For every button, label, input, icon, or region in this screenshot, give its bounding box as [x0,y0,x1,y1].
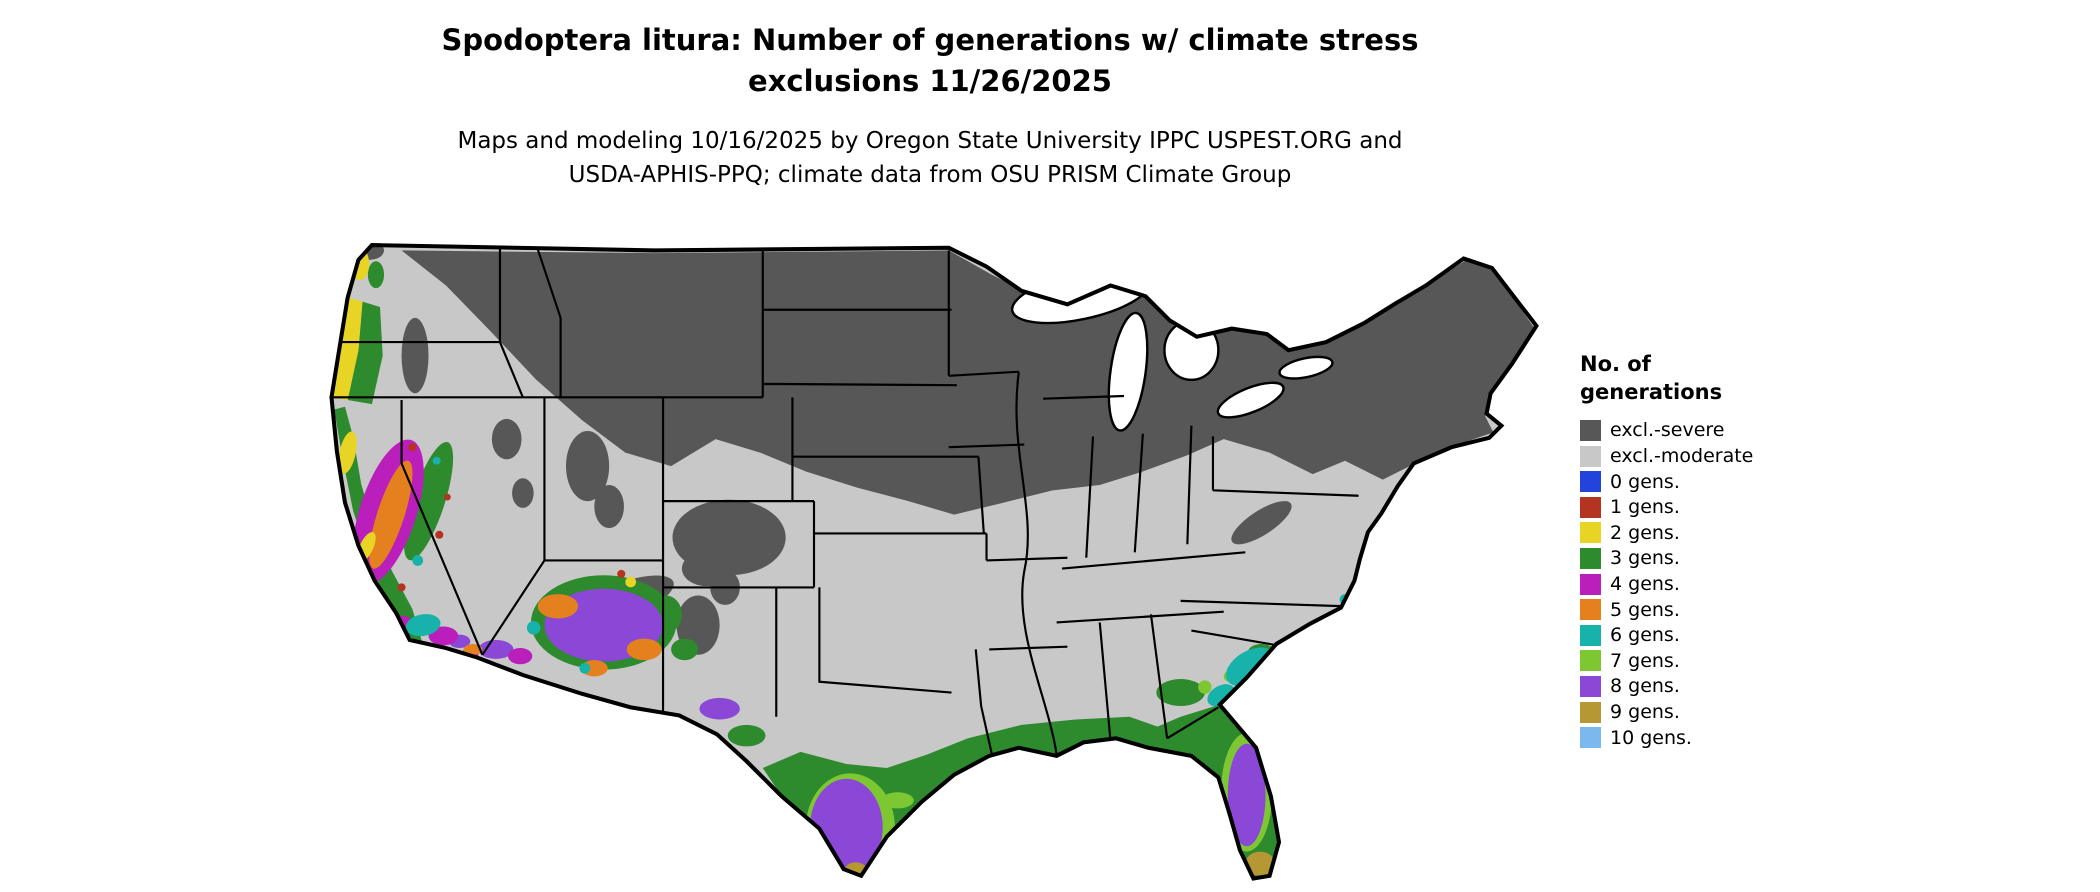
legend-item: 3 gens. [1580,546,1880,572]
legend-item: excl.-severe [1580,418,1880,444]
legend-label: excl.-moderate [1610,445,1754,468]
legend-swatch [1580,547,1601,569]
lake-michigan [1107,311,1149,432]
legend-item: 5 gens. [1580,597,1880,623]
legend-item: 9 gens. [1580,699,1880,725]
legend-swatch [1580,599,1601,621]
subtitle-line-2: USDA-APHIS-PPQ; climate data from OSU PR… [568,161,1292,188]
legend-title-line-1: No. of [1580,352,1651,376]
legend-item: 1 gens. [1580,494,1880,520]
legend-label: 6 gens. [1610,624,1680,647]
legend-label: 7 gens. [1610,649,1680,672]
legend-swatch [1580,675,1601,697]
legend-item: 2 gens. [1580,520,1880,546]
legend-item: 8 gens. [1580,674,1880,700]
legend-label: 3 gens. [1610,547,1680,570]
legend-item: 0 gens. [1580,469,1880,495]
region-1-gens [397,443,626,592]
legend-swatch [1580,522,1601,544]
subtitle-line-1: Maps and modeling 10/16/2025 by Oregon S… [457,128,1403,155]
legend-item: 6 gens. [1580,622,1880,648]
page-title: Spodoptera litura: Number of generations… [0,20,1860,101]
region-9-gens [845,851,1275,876]
legend-item: 10 gens. [1580,725,1880,751]
legend-swatch [1580,624,1601,646]
header: Spodoptera litura: Number of generations… [0,20,1860,192]
legend-title-line-2: generations [1580,380,1723,405]
title-line-2: exclusions 11/26/2025 [748,63,1112,98]
legend-label: 8 gens. [1610,675,1680,698]
legend-item: 7 gens. [1580,648,1880,674]
map-container [318,220,1558,882]
legend-label: 4 gens. [1610,573,1680,596]
legend-item: 4 gens. [1580,571,1880,597]
state-borders [331,245,1359,755]
legend-title: No. of generations [1580,350,1880,407]
lake-ontario [1278,355,1334,380]
legend-swatch [1580,471,1601,493]
legend-label: 1 gens. [1610,496,1680,519]
legend-label: 2 gens. [1610,521,1680,544]
legend-swatch [1580,496,1601,518]
legend-label: 9 gens. [1610,701,1680,724]
legend-label: 10 gens. [1610,726,1692,749]
legend-swatch [1580,445,1601,467]
attribution-subtitle: Maps and modeling 10/16/2025 by Oregon S… [0,125,1860,192]
region-5-gens [369,460,662,677]
legend: No. of generations excl.-severe excl.-mod… [1580,350,1880,750]
legend-label: 0 gens. [1610,470,1680,493]
legend-swatch [1580,573,1601,595]
legend-swatch [1580,419,1601,441]
lake-huron [1163,319,1220,382]
legend-swatch [1580,727,1601,749]
lake-erie [1216,381,1285,419]
legend-label: 5 gens. [1610,598,1680,621]
legend-item: excl.-moderate [1580,443,1880,469]
title-line-1: Spodoptera litura: Number of generations… [441,23,1419,57]
legend-swatch [1580,701,1601,723]
legend-swatch [1580,650,1601,672]
legend-items: excl.-severe excl.-moderate 0 gens. 1 gens.… [1580,418,1880,751]
legend-label: excl.-severe [1610,419,1725,442]
us-generations-map [318,220,1558,882]
